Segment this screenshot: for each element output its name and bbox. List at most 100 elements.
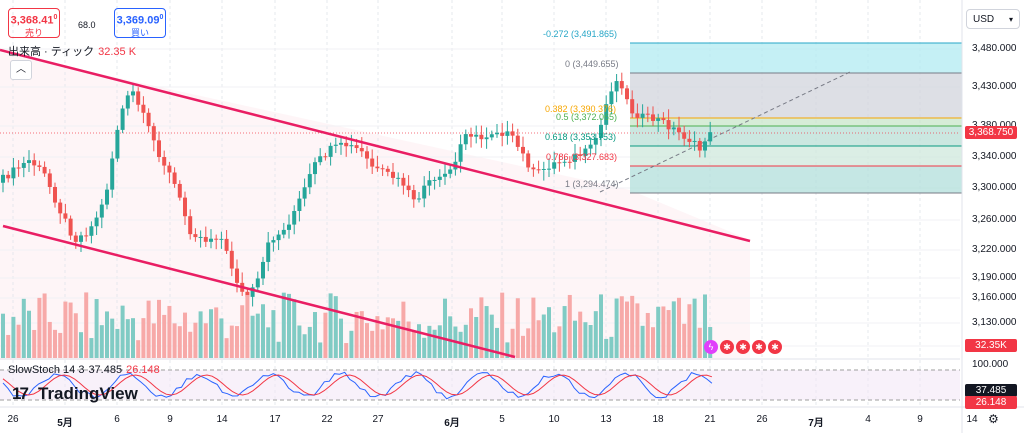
time-tick-label: 7月 [808,418,824,429]
candle-body [391,171,395,178]
candle-body [609,91,614,105]
volume-legend[interactable]: 出来高 · ティック 32.35 K [8,43,136,59]
candle-body [380,168,385,170]
volume-bar [599,294,603,358]
volume-bar [292,299,297,358]
time-tick-label: 17 [269,414,281,425]
us-flag-icon[interactable]: ✱ [736,340,750,354]
volume-bar [500,292,505,358]
candle-body [463,134,468,145]
buy-button[interactable]: 3,369.090 買い [114,8,166,38]
currency-selector[interactable]: USD ▾ [966,9,1020,29]
volume-bar [448,316,453,358]
candle-body [292,210,297,225]
candle-body [125,95,130,109]
price-tick-label: 3,160.000 [972,292,1017,303]
us-flag-icon[interactable]: ✱ [720,340,734,354]
candle-body [53,186,57,203]
candle-body [146,112,151,127]
volume-bar [89,338,94,358]
candle-body [307,174,312,188]
volume-bar [609,336,614,358]
candle-body [32,160,37,166]
sell-button[interactable]: 3,368.410 売り [8,8,60,38]
us-flag-icon[interactable]: ✱ [752,340,766,354]
volume-bar [146,300,151,358]
time-tick-label: 5月 [57,418,73,429]
time-tick-label: 5 [499,414,505,425]
candle-body [167,165,172,173]
volume-bar [94,299,99,358]
candle-body [625,88,629,100]
candle-body [411,190,416,200]
volume-bar [677,297,681,358]
volume-bar [645,312,650,358]
candle-body [505,131,510,136]
candle-body [105,189,109,205]
candle-body [500,132,505,136]
candle-body [214,238,219,240]
fib-level-label: 0.618 (3,353.753) [545,132,617,142]
volume-bar [557,326,562,358]
volume-bar [136,340,141,358]
gear-icon[interactable]: ⚙ [988,412,999,426]
time-tick-label: 13 [600,414,612,425]
candle-body [365,151,369,159]
volume-bar [115,328,120,358]
candle-body [562,161,567,163]
volume-bar [177,326,182,358]
candle-body [708,132,713,142]
candle-body [323,156,328,158]
candle-body [604,104,609,125]
us-flag-icon[interactable]: ✱ [768,340,782,354]
stoch-k-value: 37.485 [88,364,123,376]
candle-body [94,217,99,227]
volume-bar [588,324,593,358]
candle-body [515,135,520,147]
candle-body [318,156,323,163]
candle-body [474,134,479,137]
price-tick-label: 3,430.000 [972,81,1017,92]
candle-body [448,169,453,174]
price-tick-label: 3,220.000 [972,244,1017,255]
candle-body [656,118,661,121]
candle-body [677,127,681,133]
buy-label: 買い [130,27,149,38]
volume-bar [110,318,115,358]
candle-body [401,177,406,186]
candle-body [619,81,624,89]
volume-bar [661,306,666,358]
candle-body [276,234,281,241]
volume-bar [484,306,489,358]
volume-bar [536,320,541,358]
candle-body [682,132,687,139]
tradingview-logo[interactable]: 17 TradingView [12,384,138,404]
volume-bar [250,315,255,358]
candle-body [437,176,442,180]
candle-body [588,144,593,149]
volume-bar [437,325,442,358]
candle-body [630,99,635,114]
event-bolt-icon[interactable]: ϟ [704,340,718,354]
time-tick-label: 6月 [444,418,460,429]
stoch-legend[interactable]: SlowStoch 14 3 37.485 26.148 [8,364,160,376]
candle-body [599,124,603,138]
channel-lower-line [2,224,516,359]
volume-bar [515,298,520,358]
volume-bar [193,322,198,358]
candle-body [136,91,141,105]
candle-body [162,157,167,166]
candle-body [266,242,271,262]
volume-bar [552,332,557,358]
collapse-legend-button[interactable]: ︿ [10,60,32,80]
volume-bar [547,307,551,358]
candle-body [661,118,666,121]
fib-level-label: 0.786 (3,327.683) [546,152,618,162]
volume-bar [6,334,11,358]
brand-name: TradingView [38,384,138,403]
candle-body [203,236,208,242]
volume-bar [359,311,364,358]
stoch-d-value: 26.148 [126,364,160,376]
volume-bar [245,295,250,358]
